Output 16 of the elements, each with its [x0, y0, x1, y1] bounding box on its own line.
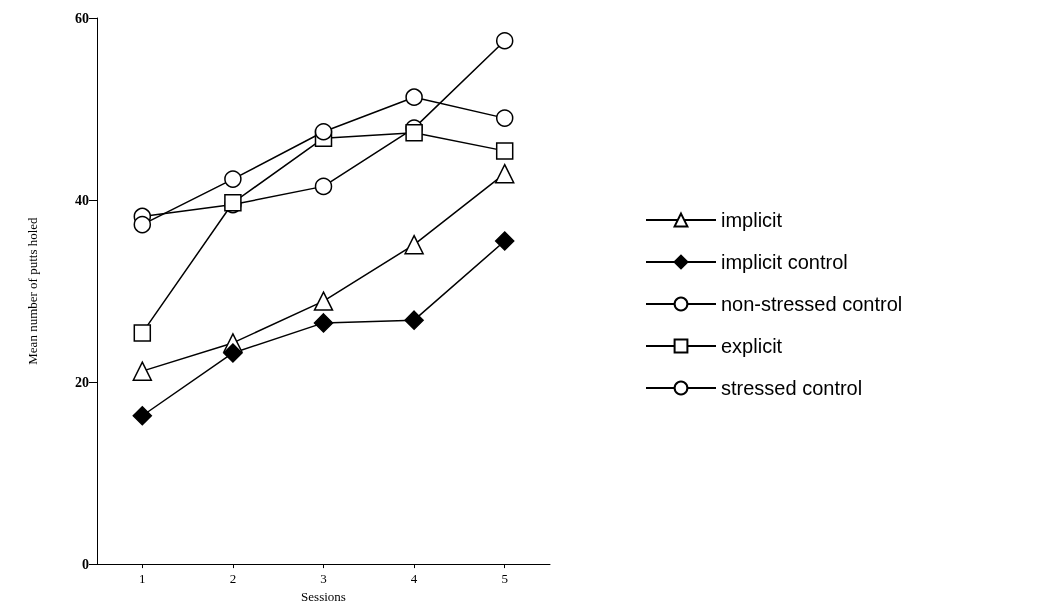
y-tick-label: 40 [75, 192, 89, 208]
y-tick-label: 0 [82, 556, 89, 572]
y-tick-label: 20 [75, 374, 89, 390]
x-tick-label: 4 [410, 571, 418, 587]
x-axis-title: Sessions [301, 589, 346, 604]
legend-label: implicit control [721, 251, 848, 273]
legend-label: explicit [721, 335, 783, 357]
x-tick-label: 5 [501, 571, 508, 587]
x-tick-label: 3 [320, 571, 327, 587]
legend-label: non-stressed control [721, 293, 903, 315]
y-tick-label: 60 [75, 10, 89, 26]
legend-label: implicit [721, 209, 783, 231]
y-axis-title: Mean number of putts holed [25, 216, 40, 365]
x-tick-label: 2 [229, 571, 237, 587]
legend-label: stressed control [721, 377, 863, 399]
x-tick-label: 1 [139, 571, 146, 587]
